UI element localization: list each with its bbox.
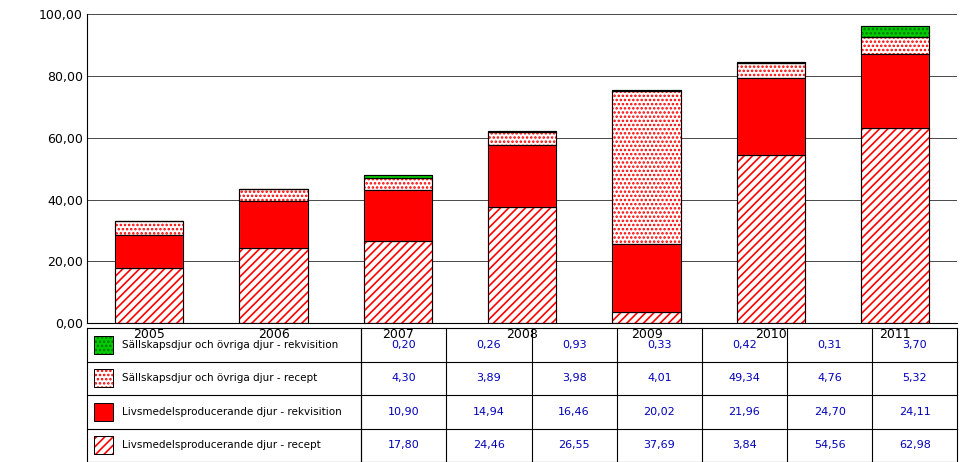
Bar (94, 369, 113, 388)
Bar (364, 178, 432, 190)
Bar (240, 201, 308, 248)
Bar (737, 63, 805, 78)
Bar (240, 189, 308, 201)
Bar (488, 207, 556, 323)
Bar (737, 63, 805, 78)
Bar (94, 402, 113, 421)
Bar (861, 26, 929, 37)
Bar (861, 128, 929, 323)
Bar (488, 145, 556, 207)
Bar (612, 243, 681, 311)
Bar (115, 235, 184, 268)
Text: 62,98: 62,98 (898, 440, 930, 450)
Text: 16,46: 16,46 (558, 407, 590, 417)
Bar (364, 175, 432, 178)
Text: 3,70: 3,70 (902, 340, 927, 350)
Bar (240, 248, 308, 323)
Bar (861, 26, 929, 37)
Bar (364, 241, 432, 323)
Bar (94, 335, 113, 354)
Text: Sällskapsdjur och övriga djur - recept: Sällskapsdjur och övriga djur - recept (122, 373, 317, 383)
Text: 26,55: 26,55 (558, 440, 590, 450)
Text: 17,80: 17,80 (388, 440, 420, 450)
Text: 14,94: 14,94 (473, 407, 505, 417)
Text: 24,11: 24,11 (899, 407, 930, 417)
Text: 0,31: 0,31 (817, 340, 842, 350)
Bar (364, 178, 432, 190)
Text: 49,34: 49,34 (728, 373, 760, 383)
Bar (115, 221, 184, 235)
Bar (364, 175, 432, 178)
Text: 4,30: 4,30 (392, 373, 416, 383)
Text: 24,70: 24,70 (813, 407, 845, 417)
Bar (612, 311, 681, 323)
Bar (94, 436, 113, 455)
Bar (861, 128, 929, 323)
Text: 0,26: 0,26 (477, 340, 501, 350)
Text: 0,33: 0,33 (647, 340, 671, 350)
Text: 0,42: 0,42 (732, 340, 757, 350)
Bar (737, 154, 805, 323)
Bar (240, 189, 308, 201)
Text: Sällskapsdjur och övriga djur - rekvisition: Sällskapsdjur och övriga djur - rekvisit… (122, 340, 338, 350)
Bar (737, 78, 805, 154)
Bar (737, 78, 805, 154)
Text: 4,01: 4,01 (647, 373, 671, 383)
Bar (612, 91, 681, 243)
Bar (240, 188, 308, 189)
Text: Livsmedelsproducerande djur - recept: Livsmedelsproducerande djur - recept (122, 440, 321, 450)
Bar (115, 221, 184, 235)
Bar (240, 248, 308, 323)
Text: 37,69: 37,69 (643, 440, 675, 450)
Bar (737, 62, 805, 63)
Bar (94, 436, 113, 455)
Text: Livsmedelsproducerande djur - rekvisition: Livsmedelsproducerande djur - rekvisitio… (122, 407, 341, 417)
Text: 54,56: 54,56 (814, 440, 845, 450)
Bar (115, 268, 184, 323)
Bar (94, 402, 113, 421)
Bar (861, 54, 929, 128)
Bar (737, 154, 805, 323)
Bar (488, 145, 556, 207)
Text: 24,46: 24,46 (473, 440, 505, 450)
Bar (364, 190, 432, 241)
Bar (94, 369, 113, 388)
Text: 5,32: 5,32 (902, 373, 927, 383)
Text: 0,20: 0,20 (392, 340, 416, 350)
Bar (861, 54, 929, 128)
Text: 10,90: 10,90 (388, 407, 420, 417)
Text: 0,93: 0,93 (562, 340, 586, 350)
Bar (488, 207, 556, 323)
Bar (94, 335, 113, 354)
Text: 3,84: 3,84 (732, 440, 757, 450)
Bar (364, 241, 432, 323)
Bar (115, 268, 184, 323)
Bar (612, 311, 681, 323)
Bar (488, 131, 556, 132)
Text: 3,98: 3,98 (562, 373, 586, 383)
Bar (612, 243, 681, 311)
Bar (488, 131, 556, 132)
Bar (612, 90, 681, 91)
Bar (115, 235, 184, 268)
Bar (488, 132, 556, 145)
Bar (364, 190, 432, 241)
Bar (612, 91, 681, 243)
Bar (861, 37, 929, 54)
Bar (737, 62, 805, 63)
Text: 21,96: 21,96 (728, 407, 760, 417)
Bar (240, 201, 308, 248)
Bar (488, 132, 556, 145)
Text: 3,89: 3,89 (477, 373, 501, 383)
Bar (240, 188, 308, 189)
Text: 4,76: 4,76 (817, 373, 842, 383)
Bar (861, 37, 929, 54)
Text: 20,02: 20,02 (643, 407, 675, 417)
Bar (612, 90, 681, 91)
